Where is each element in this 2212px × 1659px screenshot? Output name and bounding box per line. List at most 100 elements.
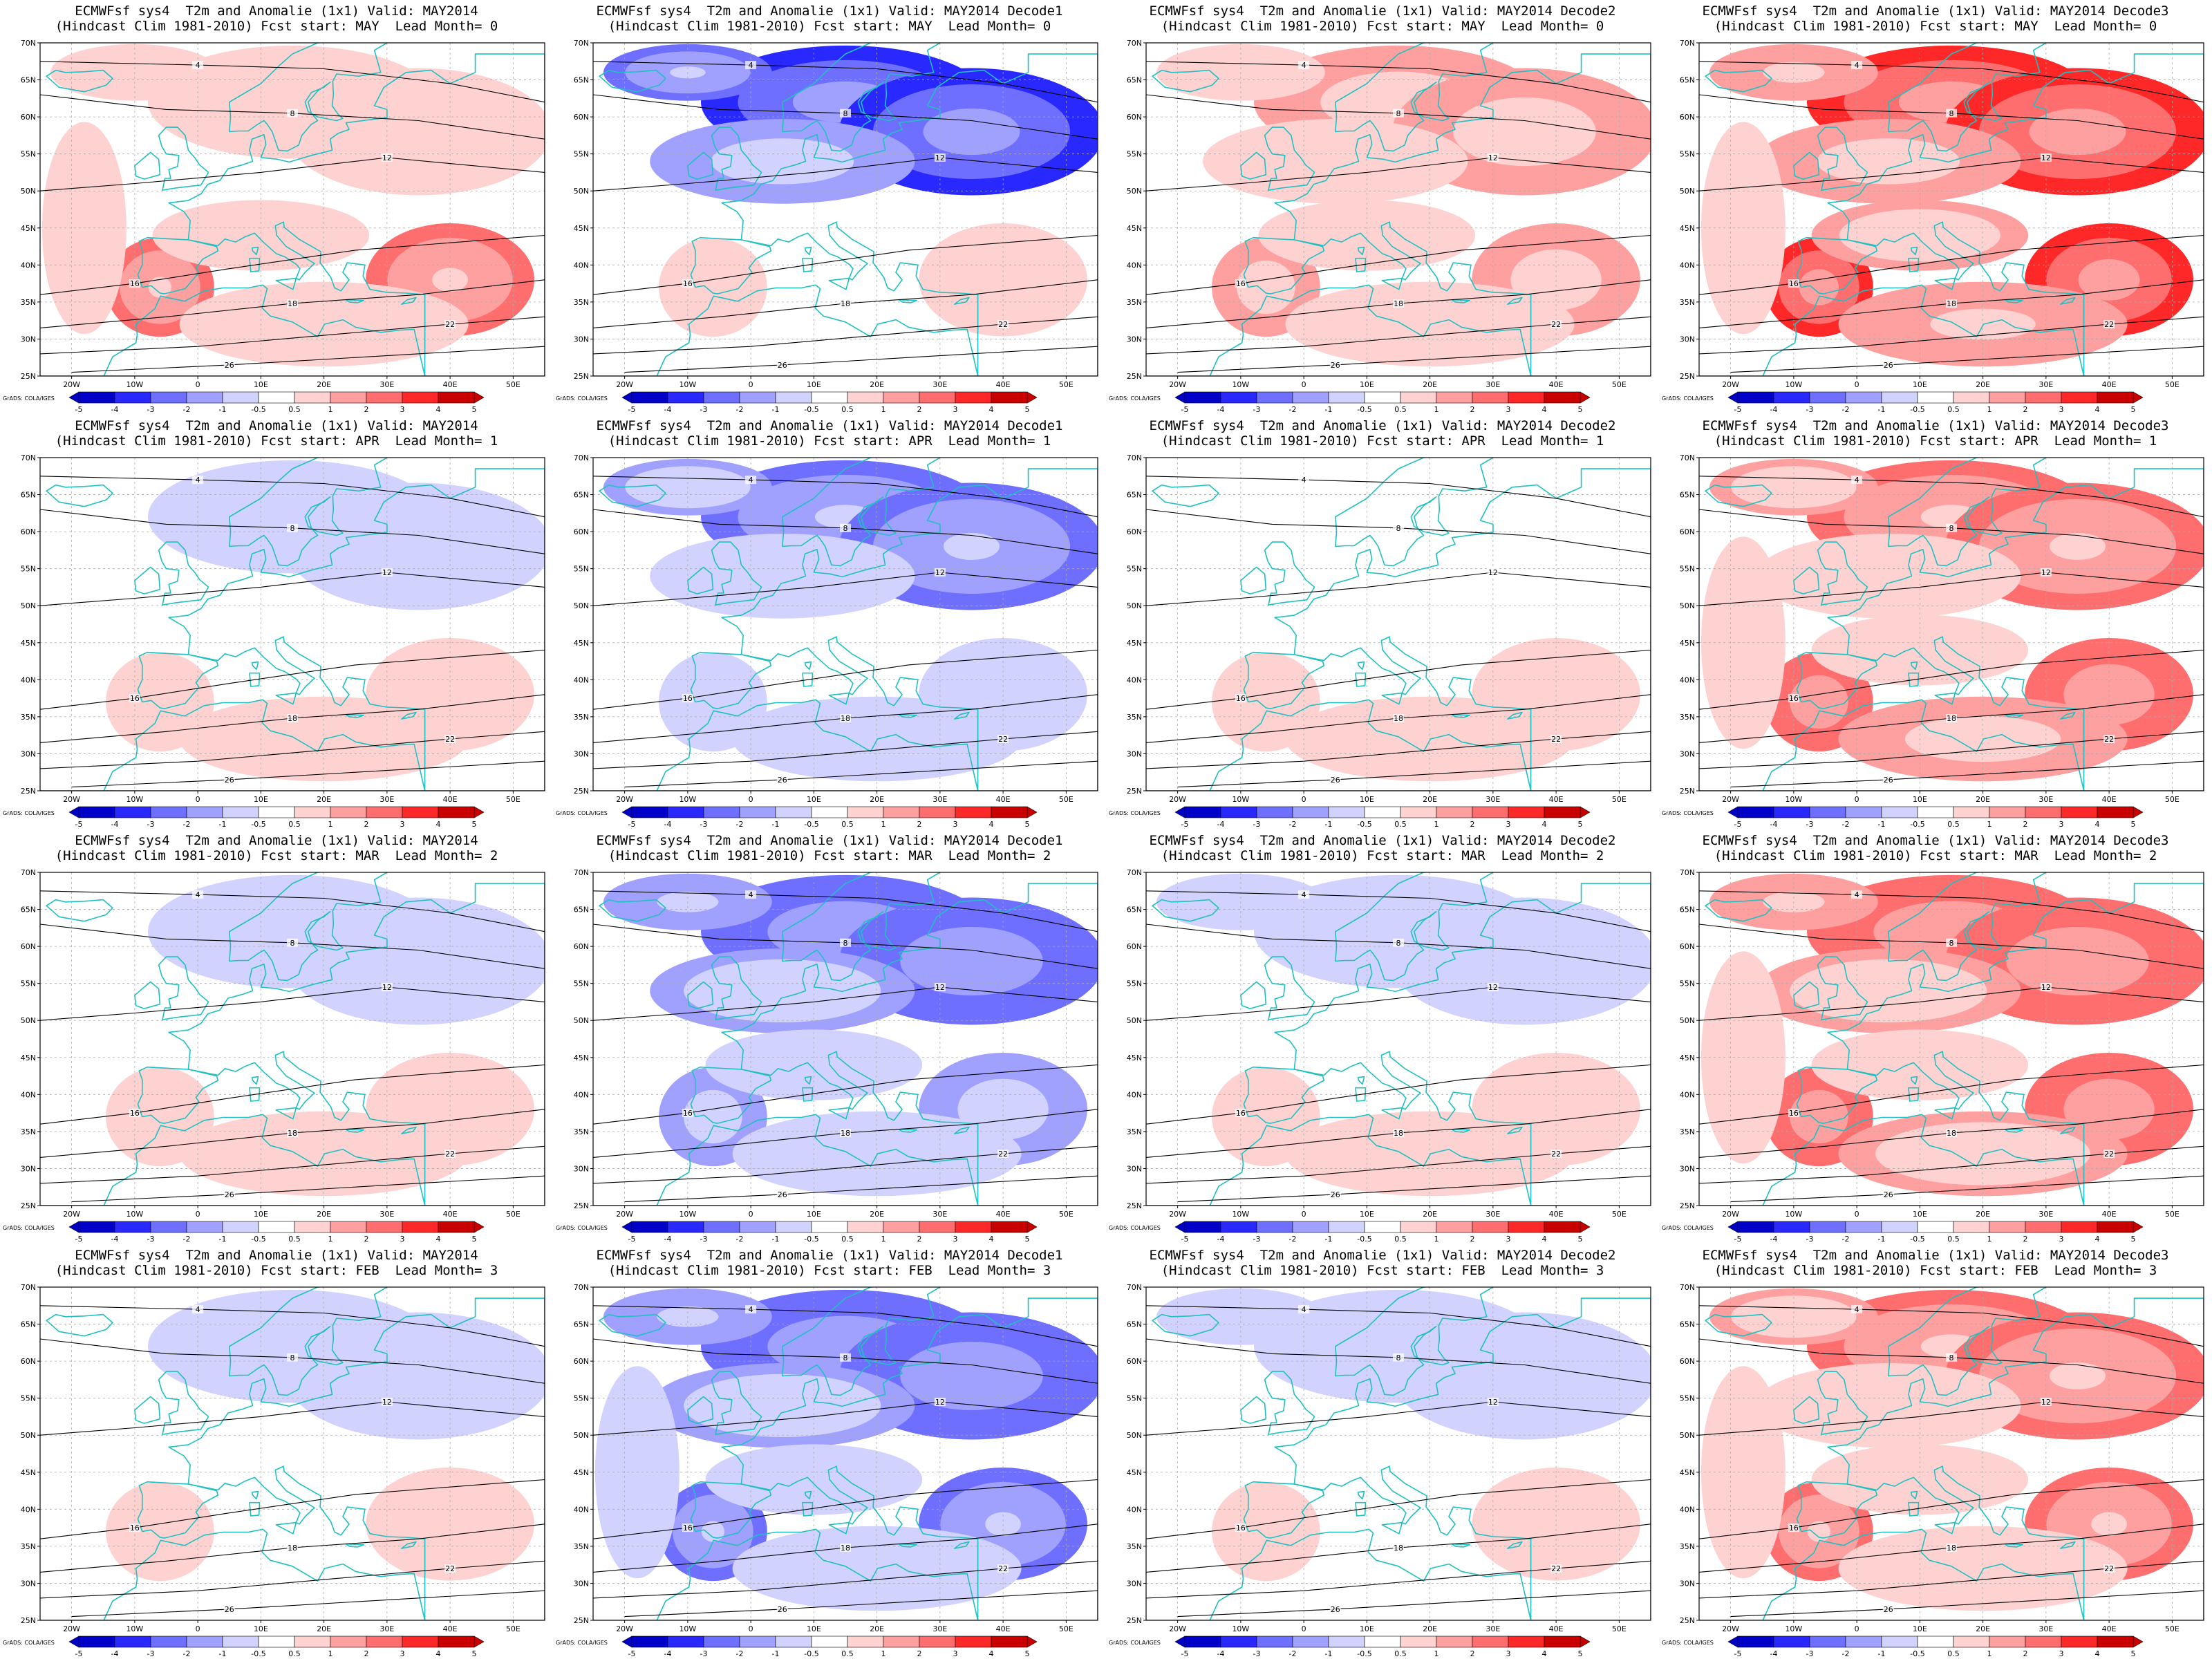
colorbar-segment — [1436, 806, 1473, 818]
colorbar-label: -5 — [1734, 820, 1742, 829]
contour-label: 12 — [2041, 983, 2051, 992]
coastline — [1355, 257, 1367, 272]
lat-tick-label: 25N — [21, 787, 36, 796]
colorbar-label: -2 — [1289, 1235, 1297, 1244]
contour-label: 16 — [1236, 1109, 1246, 1118]
climatology-contour — [40, 1560, 545, 1599]
lon-tick-label: 50E — [1612, 1210, 1627, 1219]
colorbar-label: -1 — [772, 1235, 780, 1244]
coastline — [1817, 956, 1868, 1021]
coastline — [599, 69, 666, 93]
colorbar-label: -0.5 — [251, 820, 265, 829]
contour-label: 12 — [1488, 983, 1498, 992]
colorbar-segment — [1328, 391, 1365, 404]
contour-label: 22 — [998, 320, 1008, 329]
lat-tick-label: 50N — [21, 187, 36, 196]
colorbar-segment — [1256, 806, 1293, 818]
contour-label-bg — [840, 938, 851, 947]
contour-label: 4 — [749, 476, 753, 485]
anomaly-shading — [432, 682, 468, 707]
coastline — [1264, 1371, 1315, 1436]
coastline — [1357, 246, 1365, 256]
coastline — [1699, 699, 2085, 791]
colorbar-segment — [1220, 806, 1257, 818]
lon-tick-label: 50E — [1059, 1624, 1074, 1633]
contour-label-bg — [192, 61, 204, 70]
panel-title-line2: (Hindcast Clim 1981-2010) Fcst start: MA… — [1714, 848, 2157, 863]
contour-label-bg — [1393, 1129, 1404, 1138]
lon-tick-label: 20E — [1976, 380, 1990, 389]
climatology-contour — [40, 476, 545, 518]
lat-tick-label: 50N — [574, 1431, 589, 1440]
coastline — [1274, 468, 1651, 791]
lon-tick-label: 0 — [1302, 380, 1306, 389]
anomaly-shading — [940, 238, 1066, 322]
climatology-contour — [1146, 61, 1651, 103]
lat-tick-label: 55N — [574, 150, 589, 159]
lat-tick-label: 55N — [21, 980, 36, 988]
contour-label-bg — [840, 1129, 851, 1138]
anomaly-shading — [701, 1106, 724, 1127]
colorbar-label: -5 — [1181, 820, 1189, 829]
contour-label-bg — [1851, 61, 1863, 70]
contour-label: 16 — [1789, 279, 1799, 288]
lat-tick-label: 35N — [574, 298, 589, 307]
lon-tick-label: 50E — [1612, 380, 1627, 389]
coastline — [1507, 1541, 1523, 1549]
colorbar-label: -5 — [1181, 1649, 1189, 1658]
colorbar-segment — [847, 1635, 884, 1648]
colorbar-segment — [775, 1635, 812, 1648]
lon-tick-label: 50E — [1612, 1624, 1627, 1633]
panel-title-line1: ECMWFsf sys4 T2m and Anomalie (1x1) Vali… — [596, 833, 1063, 848]
lon-tick-label: 40E — [1549, 795, 1564, 804]
climatology-contour — [1699, 1145, 2204, 1184]
panel-title-line2: (Hindcast Clim 1981-2010) Fcst start: FE… — [1714, 1263, 2157, 1278]
contour-label-bg — [1946, 109, 1957, 118]
colorbar-label: -1 — [1325, 1235, 1333, 1244]
contour-label-bg — [840, 299, 851, 308]
climatology-contour — [40, 649, 545, 710]
climatology-contour — [1146, 649, 1651, 710]
coastline — [721, 53, 1098, 376]
contour-label: 22 — [1551, 735, 1561, 744]
map-area: 4 8 12 16 18 22 26 — [593, 1287, 1098, 1620]
coastline — [1264, 956, 1315, 1021]
lat-tick-label: 60N — [1680, 1357, 1695, 1366]
colorbar-label: 1 — [1987, 1235, 1992, 1244]
colorbar-segment — [1472, 1221, 1509, 1233]
lat-tick-label: 50N — [1680, 187, 1695, 196]
colorbar-label: -4 — [1770, 1649, 1778, 1658]
colorbar-segment — [78, 806, 115, 818]
colorbar-label: 1 — [881, 1649, 886, 1658]
panel-title-line2: (Hindcast Clim 1981-2010) Fcst start: AP… — [608, 433, 1051, 449]
colorbar-segment — [150, 806, 187, 818]
climatology-contour — [1730, 760, 2204, 788]
map-panel: ECMWFsf sys4 T2m and Anomalie (1x1) Vali… — [553, 830, 1106, 1244]
colorbar-segment — [1845, 391, 1882, 404]
lon-tick-label: 0 — [196, 1210, 200, 1219]
contour-label-bg — [1851, 1305, 1863, 1314]
colorbar: -5 -4 -3 -2 -1 -0.5 0.5 1 2 3 4 5 — [1174, 1221, 1591, 1244]
lat-tick-label: 50N — [1127, 1431, 1142, 1440]
grads-credit: GrADS: COLA/IGES — [556, 1640, 608, 1646]
coastline — [1908, 1501, 1920, 1517]
colorbar-label: 2 — [1470, 1649, 1475, 1658]
colorbar-label: 3 — [400, 405, 405, 414]
lat-tick-label: 50N — [21, 601, 36, 610]
coastline — [721, 468, 1098, 791]
lon-tick-label: 20E — [870, 1210, 884, 1219]
colorbar-segment — [2025, 391, 2062, 404]
lat-tick-label: 25N — [574, 787, 589, 796]
colorbar-label: 4 — [989, 820, 994, 829]
lat-tick-label: 35N — [1680, 713, 1695, 722]
contour-label-bg — [840, 714, 851, 723]
colorbar: -5 -4 -3 -2 -1 -0.5 0.5 1 2 3 4 5 — [621, 1221, 1038, 1244]
colorbar-label: -2 — [736, 405, 744, 414]
contour-label: 12 — [2041, 568, 2051, 577]
coastline — [781, 458, 941, 567]
lat-tick-label: 60N — [21, 113, 36, 122]
contour-label-bg — [934, 983, 946, 992]
map-area: 4 8 12 16 18 22 26 — [1146, 1287, 1651, 1620]
climatology-contour — [40, 1305, 545, 1347]
